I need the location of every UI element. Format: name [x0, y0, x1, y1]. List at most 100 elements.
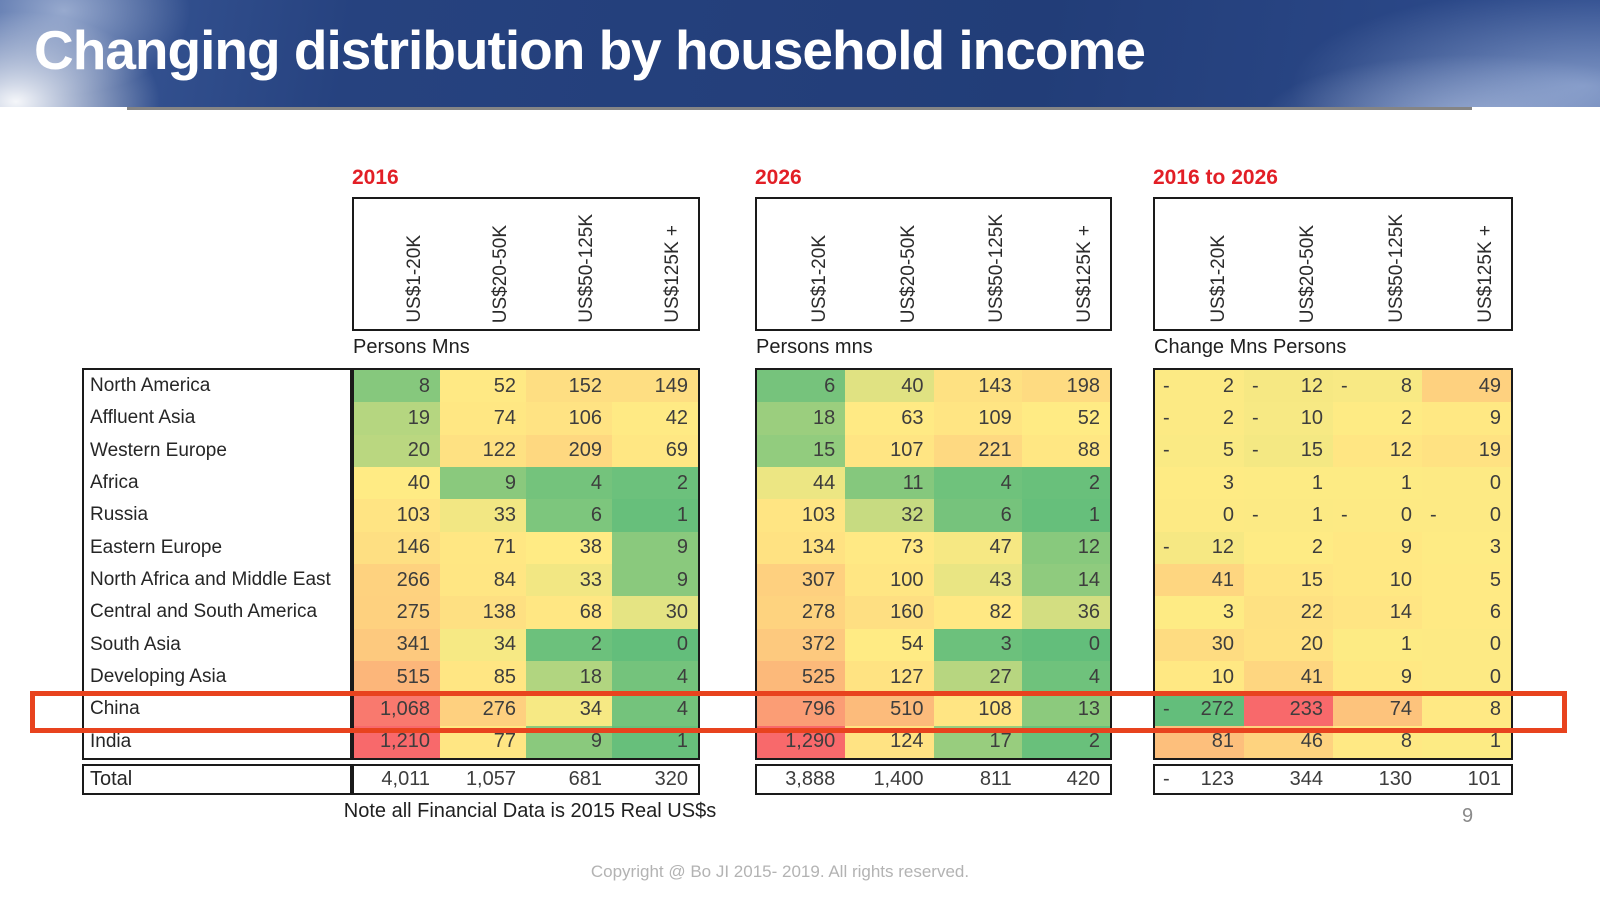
- cell-value: 32: [901, 503, 924, 526]
- data-cell: 30: [1155, 628, 1244, 661]
- data-cell: 41: [1244, 660, 1333, 694]
- cell-value: 209: [568, 439, 602, 462]
- cell-value: 1: [1400, 471, 1412, 494]
- cell-value: 4: [1088, 665, 1100, 688]
- cell-value: 38: [579, 536, 602, 559]
- data-cell: 42: [612, 402, 698, 435]
- data-cell: - 10: [1244, 402, 1333, 435]
- data-cell: 11: [845, 466, 934, 500]
- table-row: 8 52 152 149: [354, 370, 698, 403]
- region-label: Africa: [90, 472, 139, 494]
- cell-value: 0: [1489, 665, 1501, 688]
- cell-value: 9: [1400, 665, 1412, 688]
- data-cell: 9: [612, 563, 698, 597]
- data-cell: 40: [354, 466, 440, 500]
- unit-label: Change Mns Persons: [1154, 336, 1347, 358]
- table-row: 40 9 4 2: [354, 466, 698, 500]
- cell-value: 2: [1222, 406, 1234, 429]
- cell-value: 811: [979, 768, 1012, 790]
- bracket-cell: US$1-20K: [757, 199, 845, 329]
- cell-value: 12: [1300, 374, 1323, 397]
- cell-value: 3: [1489, 536, 1501, 559]
- cell-value: 6: [1489, 600, 1501, 623]
- total-row: 3,888 1,400 811 420: [755, 764, 1112, 795]
- bracket-box: US$1-20K US$20-50K US$50-125K US$125K +: [352, 197, 700, 331]
- cell-value: 63: [901, 406, 924, 429]
- data-cell: 122: [440, 434, 526, 467]
- china-highlight-box: [30, 691, 1567, 733]
- region-label: China: [90, 698, 140, 720]
- data-cell: 8: [354, 370, 440, 403]
- data-cell: 3: [1155, 596, 1244, 629]
- cell-value: 1,210: [379, 730, 430, 753]
- cell-value: 103: [396, 503, 430, 526]
- data-cell: 74: [440, 402, 526, 435]
- cell-value: 198: [1066, 374, 1100, 397]
- data-cell: 9: [1333, 531, 1422, 564]
- data-cell: 1: [1333, 466, 1422, 500]
- cell-value: 69: [665, 439, 688, 462]
- minus-sign: -: [1163, 536, 1170, 559]
- cell-value: 18: [813, 406, 836, 429]
- slide-title: Changing distribution by household incom…: [34, 19, 1146, 81]
- region-label: Affluent Asia: [90, 407, 196, 429]
- minus-sign: -: [1430, 503, 1437, 526]
- data-cell: 134: [757, 531, 846, 564]
- data-cell: 681: [526, 766, 612, 793]
- data-cell: 63: [845, 402, 934, 435]
- table-row: 0-1-0-0: [1155, 499, 1511, 532]
- data-cell: 34: [526, 693, 612, 726]
- data-cell: 1,400: [845, 766, 933, 793]
- cell-value: 9: [676, 568, 688, 591]
- total-label: Total: [82, 764, 352, 795]
- data-cell: -5: [1155, 434, 1244, 467]
- minus-sign: -: [1163, 374, 1170, 397]
- cell-value: 73: [901, 536, 924, 559]
- page-number: 9: [1462, 805, 1474, 827]
- cell-value: 20: [407, 439, 430, 462]
- minus-sign: -: [1163, 768, 1170, 790]
- bracket-cell: US$125K +: [1022, 199, 1110, 329]
- cell-value: 9: [676, 536, 688, 559]
- data-cell: 74: [1333, 693, 1422, 726]
- data-cell: 149: [612, 370, 698, 403]
- table-row: 103 33 6 1: [354, 499, 698, 532]
- minus-sign: -: [1341, 374, 1348, 397]
- cell-value: 341: [396, 633, 430, 656]
- cell-value: 34: [493, 633, 516, 656]
- data-cell: 9: [1333, 660, 1422, 694]
- cell-value: 44: [813, 471, 836, 494]
- table-2026: 2026 US$1-20K US$20-50K US$50-125K US$125K …: [755, 0, 1112, 900]
- table-row: - 272 233 74 8: [1155, 693, 1511, 726]
- data-cell: 27: [933, 660, 1022, 694]
- cell-value: 74: [493, 406, 516, 429]
- bracket-label: US$1-20K: [809, 235, 831, 323]
- cell-value: 1,057: [465, 768, 516, 790]
- data-cell: 10: [1155, 660, 1244, 694]
- cell-value: 52: [1077, 406, 1100, 429]
- cell-value: 510: [890, 697, 924, 720]
- bracket-label: US$20-50K: [490, 224, 511, 323]
- unit-label: Persons mns: [756, 336, 873, 358]
- data-cell: 10: [1333, 563, 1422, 597]
- cell-value: 0: [676, 633, 688, 656]
- data-cell: 100: [845, 563, 934, 597]
- data-cell: 18: [757, 402, 846, 435]
- data-cell: 19: [1422, 434, 1511, 467]
- table-row: 44 11 4 2: [757, 466, 1110, 500]
- cell-value: 15: [1300, 439, 1323, 462]
- region-label: North America: [90, 375, 211, 397]
- data-cell: 420: [1022, 766, 1110, 793]
- data-cell: 18: [526, 660, 612, 694]
- cell-value: 6: [590, 503, 602, 526]
- cell-value: 123: [1200, 768, 1234, 790]
- table-row: 15 107 221 88: [757, 434, 1110, 467]
- region-label: Russia: [90, 504, 149, 526]
- data-cell: 14: [1021, 563, 1110, 597]
- data-cell: 152: [526, 370, 612, 403]
- cell-value: 3,888: [785, 768, 836, 790]
- cell-value: 17: [989, 730, 1012, 753]
- cell-value: 14: [1077, 568, 1100, 591]
- minus-sign: -: [1163, 697, 1170, 720]
- footnote: Note all Financial Data is 2015 Real US$…: [343, 800, 717, 822]
